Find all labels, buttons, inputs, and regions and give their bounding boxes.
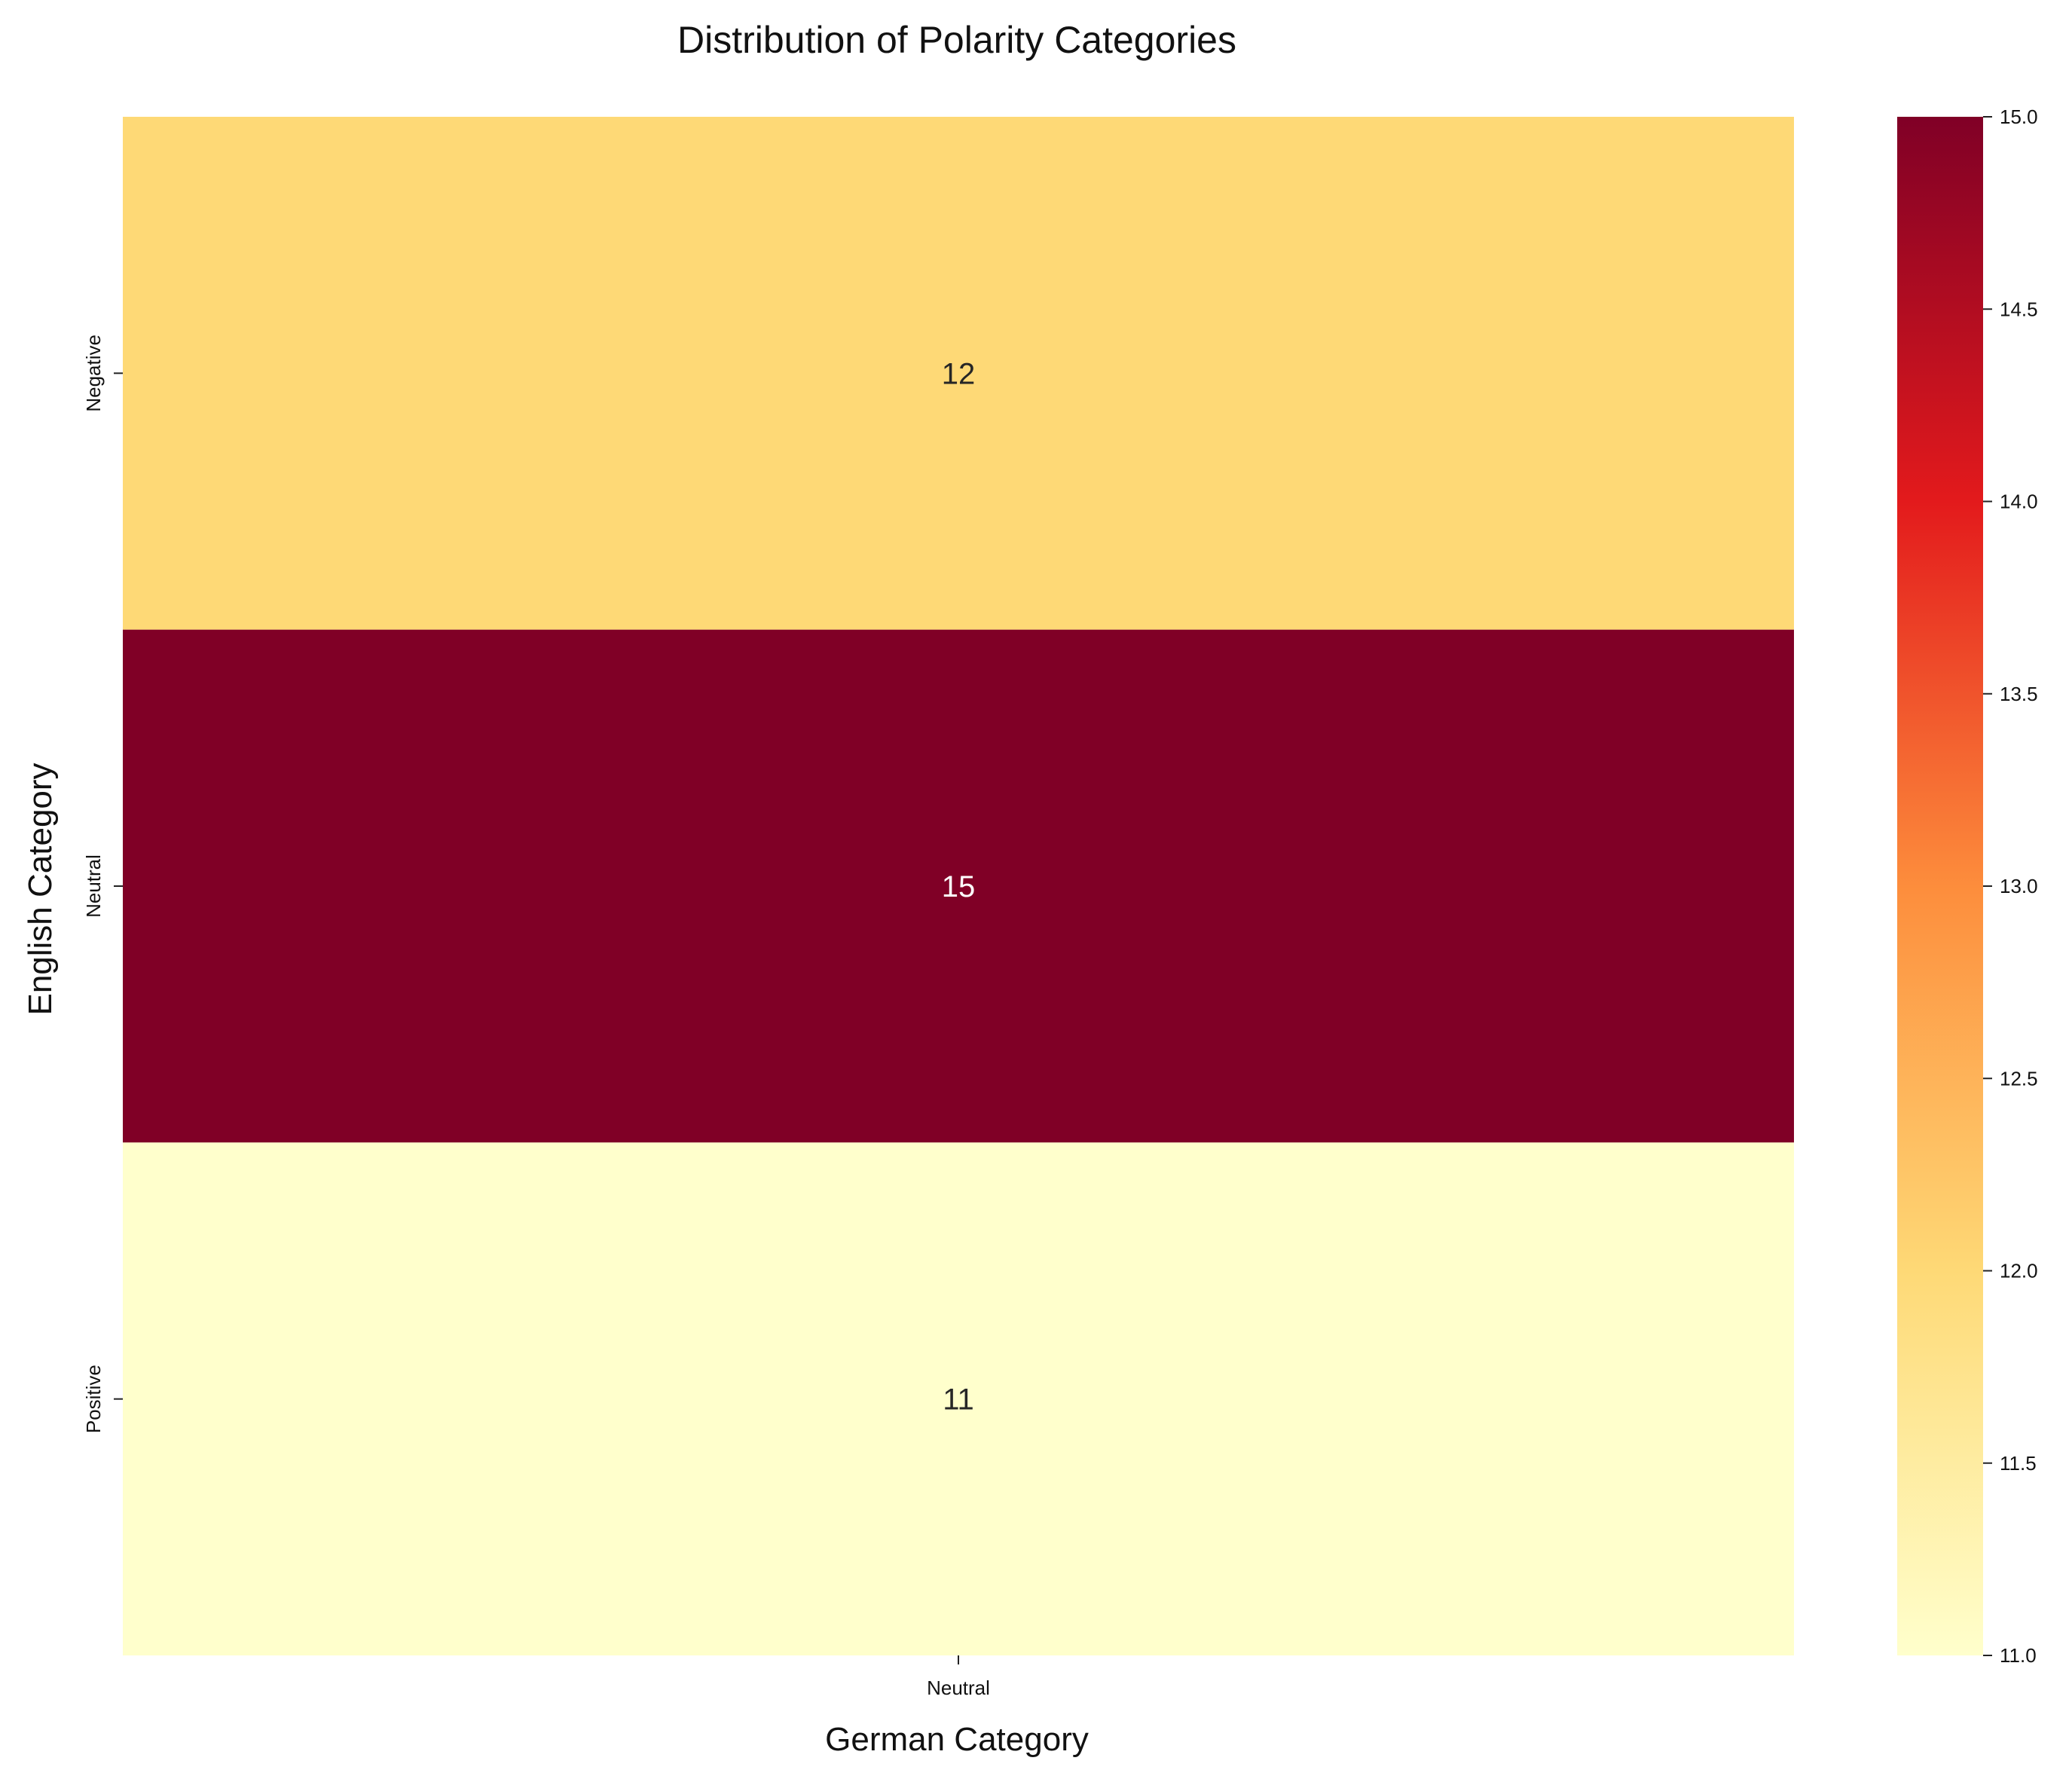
y-axis-label: English Category	[22, 763, 59, 1015]
y-tick-label: Positive	[82, 1365, 105, 1433]
y-tick-label: Neutral	[82, 854, 105, 918]
colorbar-tick-label: 15.0	[2000, 105, 2038, 128]
cell-value-label: 15	[942, 870, 976, 903]
cell-annotations: 12 15 11	[942, 357, 976, 1416]
colorbar	[1897, 117, 1983, 1655]
chart-title: Distribution of Polarity Categories	[677, 19, 1236, 61]
colorbar-tick-label: 14.5	[2000, 298, 2038, 320]
colorbar-tick-label: 12.5	[2000, 1067, 2038, 1090]
x-axis-label: German Category	[825, 1721, 1089, 1758]
colorbar-tick-label: 11.0	[2000, 1644, 2037, 1667]
heatmap-cell	[123, 629, 1794, 1143]
colorbar-tick-label: 11.5	[2000, 1452, 2037, 1475]
heatmap-cell	[123, 117, 1794, 630]
y-tick-label: Negative	[82, 335, 105, 412]
x-axis-ticks: Neutral	[927, 1655, 990, 1699]
cell-value-label: 12	[942, 357, 976, 390]
colorbar-tick-label: 13.0	[2000, 875, 2038, 897]
cell-value-label: 11	[943, 1383, 974, 1417]
colorbar-tick-label: 12.0	[2000, 1260, 2038, 1282]
heatmap-cell	[123, 1142, 1794, 1655]
heatmap-cells	[123, 117, 1794, 1655]
y-axis-ticks: Negative Neutral Positive	[82, 335, 123, 1433]
colorbar-tick-label: 14.0	[2000, 491, 2038, 513]
colorbar-tick-label: 13.5	[2000, 683, 2038, 705]
x-tick-label: Neutral	[927, 1677, 990, 1699]
colorbar-ticks: 11.0 11.5 12.0 12.5 13.0 13.5 14.0 14.5 15.0	[1983, 105, 2038, 1667]
